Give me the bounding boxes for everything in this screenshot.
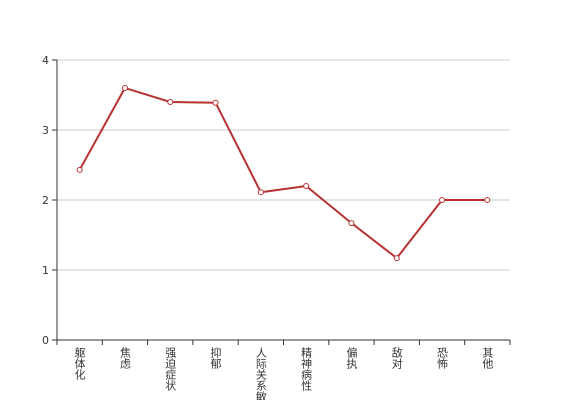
x-tick-label: 抑郁	[209, 346, 222, 369]
x-tick-label: 强迫症状	[164, 347, 177, 391]
point	[212, 99, 219, 106]
line	[78, 86, 488, 260]
point	[76, 166, 83, 173]
x-tick-label: 躯体化	[73, 347, 86, 381]
point	[167, 99, 174, 105]
y-tick-label: 2	[42, 194, 49, 207]
x-tick-label: 敌对	[390, 346, 403, 369]
x-tick-label: 精神病性	[300, 347, 313, 392]
point	[484, 197, 491, 203]
point	[121, 85, 128, 91]
point	[348, 220, 355, 227]
x-tick-label: 焦虑	[118, 347, 131, 369]
point	[393, 255, 400, 262]
y-tick-label: 1	[42, 264, 49, 277]
x-tick-label: 人际关系敏感	[254, 347, 267, 400]
y-tick-label: 4	[42, 54, 49, 67]
point	[303, 183, 310, 189]
y-tick-label: 3	[42, 124, 49, 137]
point	[257, 189, 264, 196]
y-tick-label: 0	[42, 334, 49, 347]
x-tick-label: 其他	[481, 347, 494, 369]
point	[439, 197, 446, 203]
x-tick-label: 偏执	[345, 346, 358, 370]
x-tick-label: 恐怖	[436, 347, 449, 369]
